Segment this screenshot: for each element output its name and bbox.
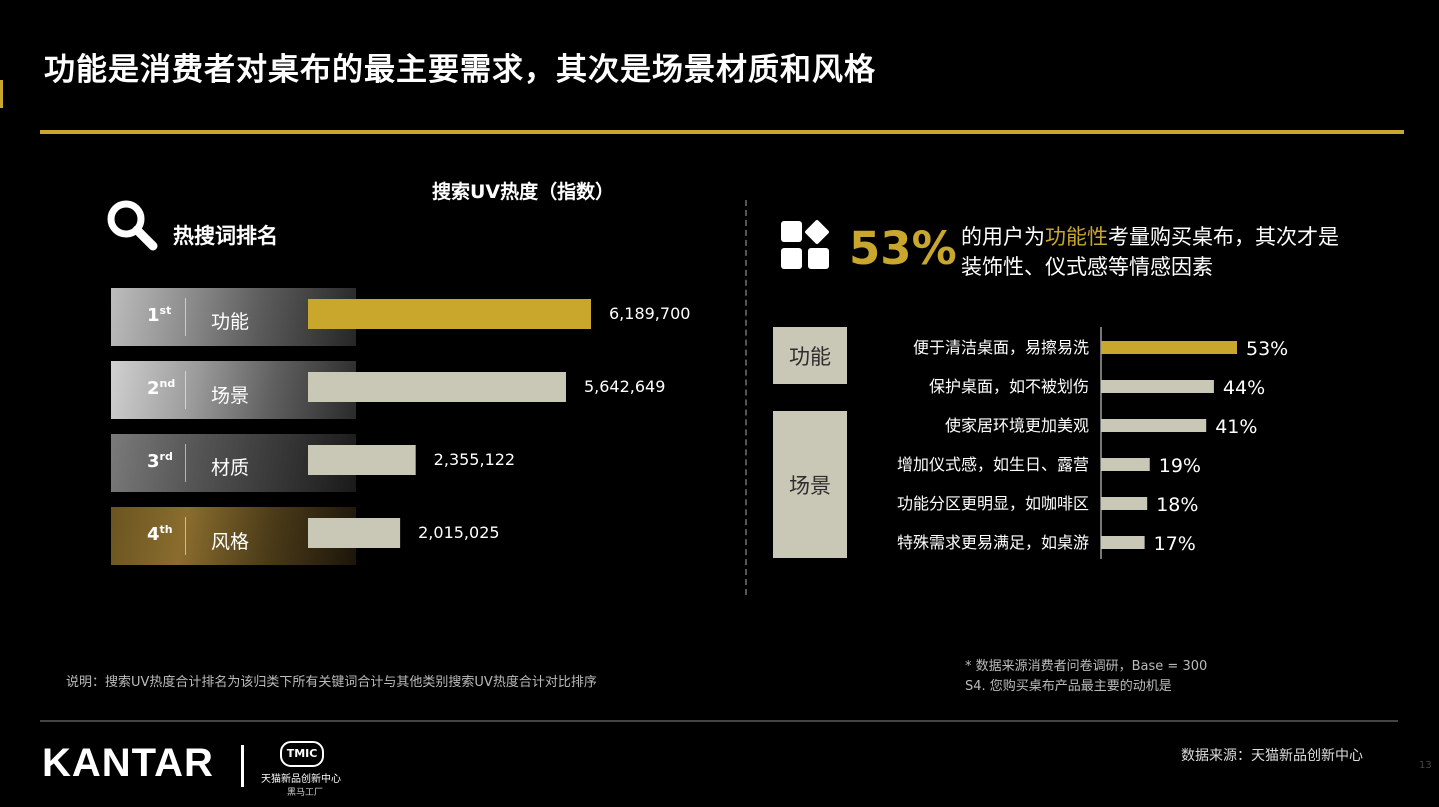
- rank-divider: [185, 298, 186, 336]
- tmic-name: 天猫新品创新中心: [261, 774, 341, 785]
- callout-text: 的用户为功能性考量购买桌布，其次才是装饰性、仪式感等情感因素: [961, 225, 1339, 279]
- motivation-bar: [1101, 341, 1237, 354]
- motivation-bar: [1101, 497, 1148, 510]
- motivation-bar: [1101, 536, 1145, 549]
- logo-separator: [241, 745, 244, 787]
- search-bar: [308, 518, 401, 548]
- left-note: 说明：搜索UV热度合计排名为该归类下所有关键词合计与其他类别搜索UV热度合计对比…: [66, 675, 597, 690]
- search-bar: [308, 372, 566, 402]
- big-percent: 53%: [849, 222, 957, 275]
- rank-label: 场景: [211, 385, 250, 407]
- left-edge-mark: [0, 80, 3, 108]
- data-source: 数据来源：天猫新品创新中心: [1181, 748, 1363, 764]
- motivation-category-label: 增加仪式感，如生日、露营: [897, 455, 1089, 474]
- search-uv-bar-chart: 6,189,700 5,642,649 2,355,122 2,015,025: [308, 299, 690, 548]
- motivation-category-label: 便于清洁桌面，易擦易洗: [913, 338, 1089, 357]
- search-icon: [107, 200, 158, 251]
- page-title: 功能是消费者对桌布的最主要需求，其次是场景材质和风格: [44, 52, 876, 88]
- rank-label: 风格: [211, 531, 250, 553]
- motivation-category-label: 使家居环境更加美观: [945, 416, 1089, 435]
- search-bar: [308, 299, 591, 329]
- rank-divider: [185, 371, 186, 409]
- rank-number: 2nd: [147, 377, 176, 399]
- motivation-bar-value: 18%: [1156, 494, 1198, 516]
- motivation-bar: [1101, 380, 1214, 393]
- motivation-category-label: 特殊需求更易满足，如桌游: [897, 533, 1089, 552]
- motivation-bar: [1101, 458, 1150, 471]
- motivation-bar-value: 53%: [1246, 338, 1288, 360]
- tmic-logo: TMIC: [280, 741, 324, 767]
- search-bar-value: 2,355,122: [434, 450, 515, 469]
- hot-search-heading: 热搜词排名: [173, 224, 278, 248]
- title-underline: [40, 130, 1404, 134]
- motivation-category-label: 保护桌面，如不被划伤: [929, 377, 1089, 396]
- motivation-bar-value: 44%: [1223, 377, 1265, 399]
- rank-number: 1st: [147, 304, 172, 326]
- search-bar: [308, 445, 416, 475]
- rank-divider: [185, 444, 186, 482]
- motivation-bar-value: 19%: [1159, 455, 1201, 477]
- footnote-base: * 数据来源消费者问卷调研，Base = 300: [965, 659, 1208, 674]
- callout-highlight: 功能性: [1045, 225, 1108, 249]
- right-chart-axis: [1100, 327, 1102, 559]
- group-label-scene: 场景: [773, 411, 847, 558]
- search-bar-value: 5,642,649: [584, 377, 665, 396]
- rank-number: 4th: [147, 523, 173, 545]
- search-bar-value: 6,189,700: [609, 304, 690, 323]
- kantar-logo: KANTAR: [42, 741, 214, 785]
- motivation-bar: [1101, 419, 1207, 432]
- search-bar-value: 2,015,025: [418, 523, 499, 542]
- rank-number: 3rd: [147, 450, 173, 472]
- page-number: 13: [1419, 760, 1432, 771]
- footnote-question: S4. 您购买桌布产品最主要的动机是: [965, 679, 1172, 694]
- motivation-bar-value: 41%: [1215, 416, 1257, 438]
- footer-rule: [40, 720, 1398, 722]
- rank-label: 功能: [211, 311, 250, 333]
- category-grid-icon: [781, 220, 829, 269]
- motivation-category-label: 功能分区更明显，如咖啡区: [897, 494, 1089, 513]
- tmic-subtitle: 黑马工厂: [287, 788, 324, 798]
- motivation-bar-chart: 便于清洁桌面，易擦易洗 53% 保护桌面，如不被划伤 44% 使家居环境更加美观 41% 增…: [897, 338, 1288, 555]
- rank-label: 材质: [211, 457, 250, 479]
- group-label-function: 功能: [773, 327, 847, 384]
- search-chart-title: 搜索UV热度（指数）: [432, 181, 615, 203]
- rank-divider: [185, 517, 186, 555]
- rank-tile-3: 3rd 材质: [111, 434, 356, 492]
- panel-divider: [745, 200, 747, 595]
- motivation-bar-value: 17%: [1154, 533, 1196, 555]
